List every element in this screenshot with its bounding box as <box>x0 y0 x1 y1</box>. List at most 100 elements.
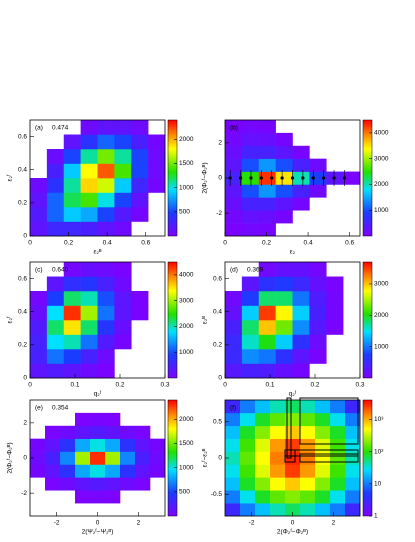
heat-cell <box>240 464 256 478</box>
heat-cell <box>63 221 81 237</box>
heat-cell <box>315 400 331 414</box>
heat-cell <box>225 223 243 237</box>
heat-cell <box>309 262 327 277</box>
colorbar-tick-label: 500 <box>179 489 190 496</box>
plot-frame <box>29 261 166 379</box>
heat-cell <box>97 334 115 350</box>
y-tick-label: 0.6 <box>18 275 27 282</box>
x-tick-label: 0.4 <box>103 240 112 247</box>
y-axis-label: ε₂ᶠ <box>7 316 14 323</box>
heat-cell <box>225 464 241 478</box>
colorbar <box>362 399 373 517</box>
heat-cell <box>114 178 132 193</box>
heat-cell <box>225 132 243 147</box>
heat-cell <box>240 451 256 465</box>
heat-cell <box>345 425 361 439</box>
heat-cell <box>80 334 98 350</box>
heat-cell <box>75 477 91 491</box>
x-tick-label: 0.3 <box>355 382 364 389</box>
heat-cell <box>345 451 361 465</box>
heat-cell <box>275 334 293 350</box>
heat-cell <box>75 490 91 504</box>
heat-cell <box>63 291 81 306</box>
heat-cell <box>241 120 260 134</box>
x-tick-label: 0.2 <box>115 382 124 389</box>
x-tick-label: 0.3 <box>160 382 169 389</box>
heat-cell <box>225 158 243 172</box>
heat-cell <box>60 438 76 452</box>
heat-cell <box>309 334 327 350</box>
heat-cell <box>60 464 76 478</box>
profile-point <box>238 176 243 180</box>
heat-cell <box>80 178 98 193</box>
y-tick-label: 0 <box>218 455 222 462</box>
heat-cell <box>292 363 310 379</box>
heat-cell <box>292 276 310 292</box>
heat-cell <box>46 320 65 335</box>
heat-cell <box>114 262 132 277</box>
colorbar-tick-label: 2000 <box>179 323 194 330</box>
panel-label: (e) <box>35 405 43 412</box>
y-axis-label: ε₂ᶠ−ε₂ᴮ <box>202 448 209 467</box>
x-tick-label: -2 <box>249 520 255 527</box>
y-tick-label: -2 <box>216 210 222 217</box>
heat-cell <box>148 149 166 164</box>
heat-cell <box>315 477 331 491</box>
heat-cell <box>258 262 276 277</box>
heat-cell <box>46 363 65 379</box>
heat-cell <box>300 425 316 439</box>
heat-cell <box>270 503 286 517</box>
heat-cell <box>46 207 65 222</box>
box <box>299 397 359 445</box>
heat-cell <box>46 178 65 193</box>
x-tick-label: 0.6 <box>345 240 354 247</box>
heat-cell <box>225 145 243 159</box>
heat-cell <box>97 192 115 208</box>
heat-cell <box>315 503 331 517</box>
heat-cell <box>241 276 260 292</box>
colorbar-tick-label: 1000 <box>374 343 389 350</box>
x-axis-label: 2(Ψ₂ᶠ−Ψ₂ᴮ) <box>82 529 114 536</box>
heat-cell <box>30 305 48 321</box>
heat-cell <box>225 363 243 379</box>
heat-cell <box>345 490 361 504</box>
heat-cell <box>270 400 286 414</box>
heat-cell <box>285 412 301 427</box>
heat-cell <box>114 120 132 135</box>
heat-cell <box>30 320 48 335</box>
heat-cell <box>46 149 65 164</box>
heat-cell <box>46 291 65 306</box>
heat-cell <box>75 425 91 439</box>
y-tick-label: 0.6 <box>18 133 27 140</box>
colorbar <box>362 119 373 237</box>
overlay-boxes <box>284 397 359 463</box>
heat-cell <box>326 276 344 292</box>
heat-cell <box>275 291 293 306</box>
heat-cell <box>292 184 310 198</box>
heat-cell <box>343 171 361 185</box>
y-tick-label: 0.2 <box>213 342 222 349</box>
heat-cell <box>131 120 149 135</box>
heat-cell <box>105 490 121 504</box>
colorbar-tick-label: 1000 <box>179 349 194 356</box>
heat-cell <box>285 400 301 414</box>
heat-cell <box>292 145 310 159</box>
heat-cell <box>30 438 46 452</box>
heat-cell <box>60 425 76 439</box>
heat-cell <box>120 451 136 465</box>
heat-cell <box>63 320 81 335</box>
heat-cell <box>255 412 271 427</box>
profile-point <box>270 176 274 180</box>
heat-cell <box>114 149 132 164</box>
profile-point <box>332 176 336 180</box>
y-tick-label: 0.6 <box>213 275 222 282</box>
heat-cell <box>258 132 276 147</box>
heat-cell <box>345 412 361 427</box>
colorbar-tick-label: 2000 <box>179 136 194 143</box>
heat-cell <box>292 158 310 172</box>
heat-cell <box>258 334 276 350</box>
x-tick-label: -2 <box>54 520 60 527</box>
heat-cell <box>114 334 132 350</box>
heat-cell <box>148 163 166 179</box>
